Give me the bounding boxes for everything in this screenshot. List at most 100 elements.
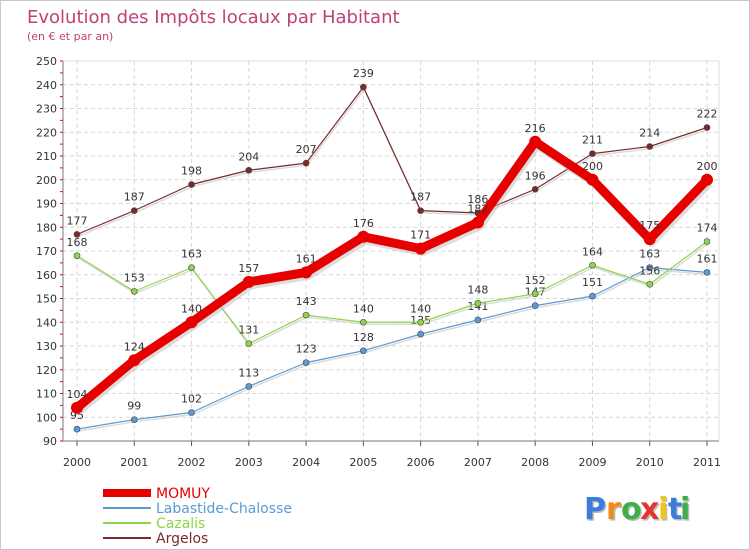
proxiti-logo: PP rr oo xx ii tt ii: [584, 492, 692, 529]
axes: 9010011012013014015016017018019020021022…: [36, 55, 721, 469]
data-point: [130, 207, 138, 214]
data-point: [73, 252, 81, 260]
x-tick-label: 2010: [636, 456, 664, 469]
data-label: 174: [697, 222, 718, 235]
data-point: [529, 135, 542, 148]
x-tick-label: 2009: [578, 456, 606, 469]
series: 9599102113123128135141147151163161168153…: [67, 67, 718, 433]
data-point: [531, 290, 539, 298]
data-point: [71, 401, 83, 414]
data-point: [188, 264, 195, 271]
data-point: [360, 83, 367, 91]
y-tick-label: 230: [36, 103, 57, 116]
x-tick-label: 2008: [521, 456, 549, 469]
logo-letter: x: [640, 492, 659, 527]
data-label: 124: [124, 340, 145, 353]
data-label: 211: [582, 134, 603, 147]
logo-letter-shadow: o: [623, 494, 644, 529]
data-label: 186: [467, 193, 488, 206]
x-tick-label: 2005: [349, 456, 377, 469]
legend-label: Labastide-Chalosse: [156, 501, 292, 517]
data-point: [589, 150, 596, 157]
data-point: [414, 242, 427, 255]
data-point: [589, 261, 596, 269]
data-label: 204: [238, 150, 259, 163]
data-point: [360, 347, 367, 355]
data-label: 171: [410, 229, 431, 242]
y-tick-label: 170: [36, 245, 57, 258]
data-label: 168: [67, 236, 88, 249]
x-tick-label: 2001: [120, 456, 148, 469]
data-label: 153: [124, 271, 145, 284]
data-label: 140: [410, 302, 431, 315]
data-label: 182: [467, 203, 488, 216]
logo-letter-shadow: i: [660, 494, 670, 529]
data-point: [703, 269, 711, 276]
y-tick-label: 200: [36, 174, 57, 187]
y-tick-label: 250: [36, 55, 57, 68]
data-label: 148: [467, 283, 488, 296]
data-label: 177: [67, 214, 88, 227]
grid: [63, 60, 719, 442]
logo-letter: i: [680, 492, 690, 527]
series-cazalis: 168 153 163 131 143 140 140 148 152 164 156 174: [67, 222, 718, 347]
data-label: 239: [353, 67, 374, 80]
series-labastide-chalosse: 9599102113123128135141147151163161: [70, 248, 718, 433]
data-label: 128: [353, 331, 374, 344]
data-point: [474, 316, 482, 324]
logo-letter-shadow: P: [586, 494, 608, 529]
y-tick-label: 90: [43, 435, 57, 448]
data-point: [242, 275, 255, 288]
data-label: 164: [582, 245, 603, 258]
series-line: [76, 267, 708, 430]
legend-item: Labastide-Chalosse: [103, 501, 292, 517]
data-label: 152: [525, 274, 546, 287]
legend-item: MOMUY: [103, 486, 210, 502]
y-tick-label: 240: [36, 79, 57, 92]
data-point: [188, 409, 195, 416]
chart-subtitle: (en € et par an): [27, 30, 113, 43]
data-label: 161: [697, 252, 718, 265]
x-tick-label: 2002: [178, 456, 206, 469]
logo-letter: P: [584, 492, 606, 527]
series-line-shadow: [77, 268, 709, 432]
data-point: [360, 318, 367, 326]
data-point: [586, 173, 599, 186]
data-label: 104: [67, 388, 88, 401]
data-point: [703, 238, 711, 245]
x-tick-label: 2000: [63, 456, 91, 469]
data-label: 163: [639, 248, 660, 261]
data-label: 161: [296, 252, 317, 265]
data-label: 176: [353, 217, 374, 230]
data-point: [245, 166, 253, 174]
y-tick-label: 100: [36, 411, 57, 424]
data-point: [73, 425, 81, 433]
series-line: [76, 86, 708, 235]
data-point: [245, 340, 253, 347]
data-point: [302, 359, 310, 366]
data-point: [417, 207, 424, 214]
logo-letter-shadow: t: [670, 494, 684, 529]
series-momuy: 104 124 140 157 161 176 171 182 216 200 175 200: [67, 122, 718, 415]
x-tick-label: 2011: [693, 456, 721, 469]
data-label: 140: [181, 302, 202, 315]
y-tick-label: 140: [36, 316, 57, 329]
data-point: [531, 185, 539, 193]
logo-letter: r: [606, 492, 621, 527]
series-line-shadow: [77, 242, 709, 347]
data-label: 222: [697, 108, 718, 121]
chart-title: Evolution des Impôts locaux par Habitant: [27, 7, 400, 28]
data-label: 163: [181, 248, 202, 261]
legend-item: Cazalis: [103, 516, 205, 532]
y-tick-label: 120: [36, 364, 57, 377]
data-point: [643, 233, 656, 246]
series-argelos: 177 187 198 204 207 239 187 186 196 211 214 222: [67, 67, 718, 238]
data-point: [471, 216, 484, 229]
y-tick-label: 210: [36, 150, 57, 163]
series-line: [76, 240, 708, 345]
data-label: 207: [296, 143, 317, 156]
data-point: [302, 159, 310, 167]
